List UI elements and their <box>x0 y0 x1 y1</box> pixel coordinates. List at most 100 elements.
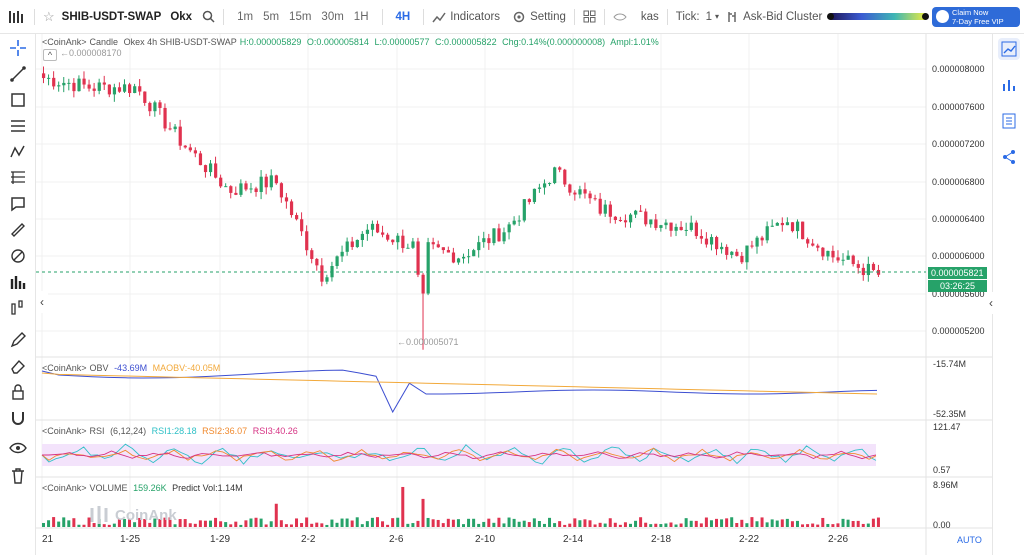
volume-bar <box>269 521 273 527</box>
indicators-button[interactable]: Indicators <box>432 0 500 34</box>
timeframe-5m[interactable]: 5m <box>263 10 280 23</box>
symbol-name[interactable]: SHIB-USDT-SWAP <box>61 10 162 23</box>
trendline-icon[interactable] <box>8 64 28 84</box>
volume-bar <box>568 523 572 527</box>
candle-body <box>512 220 516 225</box>
timeframe-1m[interactable]: 1m <box>237 10 254 23</box>
volume-bar <box>431 519 435 527</box>
legend-amplitude: Ampl:1.01% <box>610 37 659 47</box>
candle-body <box>856 264 860 268</box>
candle-body <box>300 219 304 232</box>
cluster-button[interactable]: Ask-Bid Cluster <box>725 0 822 34</box>
volume-bar <box>785 518 789 527</box>
volume-bar <box>340 518 344 527</box>
layout-grid-icon[interactable] <box>583 0 596 34</box>
candle-body <box>203 165 208 173</box>
ruler-icon[interactable] <box>8 220 28 240</box>
chart-view-icon[interactable] <box>998 38 1020 60</box>
volume-bar <box>876 517 880 527</box>
rectangle-icon[interactable] <box>8 90 28 110</box>
candle-body <box>396 235 400 243</box>
volume-profile-icon[interactable] <box>8 272 28 292</box>
collapse-right-panel-button[interactable]: ‹ <box>985 292 997 314</box>
chart-logo-icon[interactable] <box>8 0 26 34</box>
high-annotation: ←0.000008170 <box>60 48 122 58</box>
candle-body <box>780 222 784 226</box>
pattern-icon[interactable] <box>8 142 28 162</box>
slider-handle-left[interactable] <box>827 13 834 20</box>
heatmap-range-slider[interactable] <box>827 13 929 20</box>
candle-body <box>335 256 339 267</box>
slider-handle-right[interactable] <box>922 13 929 20</box>
bars-pattern-icon[interactable] <box>8 298 28 318</box>
vol-axis-top: 8.96M <box>933 480 959 490</box>
fib-levels-icon[interactable] <box>8 168 28 188</box>
timeframe-15m[interactable]: 15m <box>289 10 312 23</box>
volume-bar <box>249 518 253 527</box>
search-icon[interactable] <box>202 0 215 34</box>
crosshair-icon[interactable] <box>8 38 28 58</box>
promo-line2: 7-Day Free VIP Trial <box>952 17 1004 35</box>
candle-body <box>289 201 294 216</box>
vip-trial-button[interactable]: Claim Now 7-Day Free VIP Trial <box>932 7 1020 35</box>
timeframe-4H[interactable]: 4H <box>395 10 411 23</box>
visibility-eye-icon[interactable] <box>8 438 28 458</box>
tick-select[interactable]: 1 ▾ <box>706 0 719 34</box>
volume-bar <box>755 521 759 527</box>
volume-bar <box>704 517 708 527</box>
note-icon[interactable] <box>8 194 28 214</box>
volume-bar <box>77 524 81 527</box>
pencil-icon[interactable] <box>8 330 28 350</box>
magnet-brush-icon[interactable] <box>8 246 28 266</box>
volume-bar <box>542 523 546 527</box>
volume-bar <box>148 522 152 527</box>
obv-source: <CoinAnk> <box>42 363 87 373</box>
depth-bars-icon[interactable] <box>998 74 1020 96</box>
share-icon[interactable] <box>998 146 1020 168</box>
timeframe-30m[interactable]: 30m <box>321 10 344 23</box>
horizontal-lines-icon[interactable] <box>8 116 28 136</box>
collapse-left-panel-button[interactable]: ‹ <box>36 291 48 313</box>
legend-collapse-button[interactable]: ^ <box>43 49 57 61</box>
auto-scale-button[interactable]: AUTO <box>957 535 982 545</box>
kas-toggle[interactable]: kas <box>640 10 659 23</box>
volume-bar <box>780 519 784 527</box>
eraser-icon[interactable] <box>8 356 28 376</box>
obv-name: OBV <box>89 363 109 373</box>
legend-title: Candle <box>89 37 119 47</box>
chart-area[interactable]: <CoinAnk> Candle Okex 4h SHIB-USDT-SWAP H:… <box>36 34 992 555</box>
volume-bar <box>133 522 137 527</box>
volume-bar <box>588 520 592 527</box>
obv-axis-bottom: -52.35M <box>933 409 967 419</box>
volume-bar <box>553 523 557 527</box>
volume-bar <box>72 518 76 527</box>
eye-visibility-icon[interactable] <box>613 0 627 34</box>
candle-body <box>755 237 759 247</box>
volume-bar <box>639 517 643 527</box>
rsi-params: (6,12,24) <box>110 426 147 436</box>
x-tick: 2-18 <box>651 534 672 545</box>
trash-icon[interactable] <box>8 466 28 486</box>
candle-body <box>421 274 425 294</box>
volume-bar <box>816 524 820 527</box>
magnet-icon[interactable] <box>8 408 28 428</box>
candle-body <box>583 189 587 194</box>
volume-bar <box>846 519 850 527</box>
x-tick: 2-22 <box>739 534 760 545</box>
candle-body <box>462 256 466 259</box>
low-annotation: ←0.000005071 <box>397 337 459 347</box>
lock-icon[interactable] <box>8 382 28 402</box>
timeframe-1H[interactable]: 1H <box>353 10 369 23</box>
volume-bar <box>345 518 349 527</box>
candlestick-chart[interactable] <box>36 34 992 555</box>
x-tick: 2-10 <box>475 534 496 545</box>
volume-bar <box>497 517 501 527</box>
favorite-star-icon[interactable]: ☆ <box>43 8 55 24</box>
volume-bar <box>502 523 506 527</box>
order-list-icon[interactable] <box>998 110 1020 132</box>
exchange-name[interactable]: Okx <box>170 10 193 23</box>
candle-body <box>770 225 774 227</box>
setting-button[interactable]: Setting <box>512 0 566 34</box>
candle-body <box>522 199 526 221</box>
volume-bar <box>532 518 536 527</box>
